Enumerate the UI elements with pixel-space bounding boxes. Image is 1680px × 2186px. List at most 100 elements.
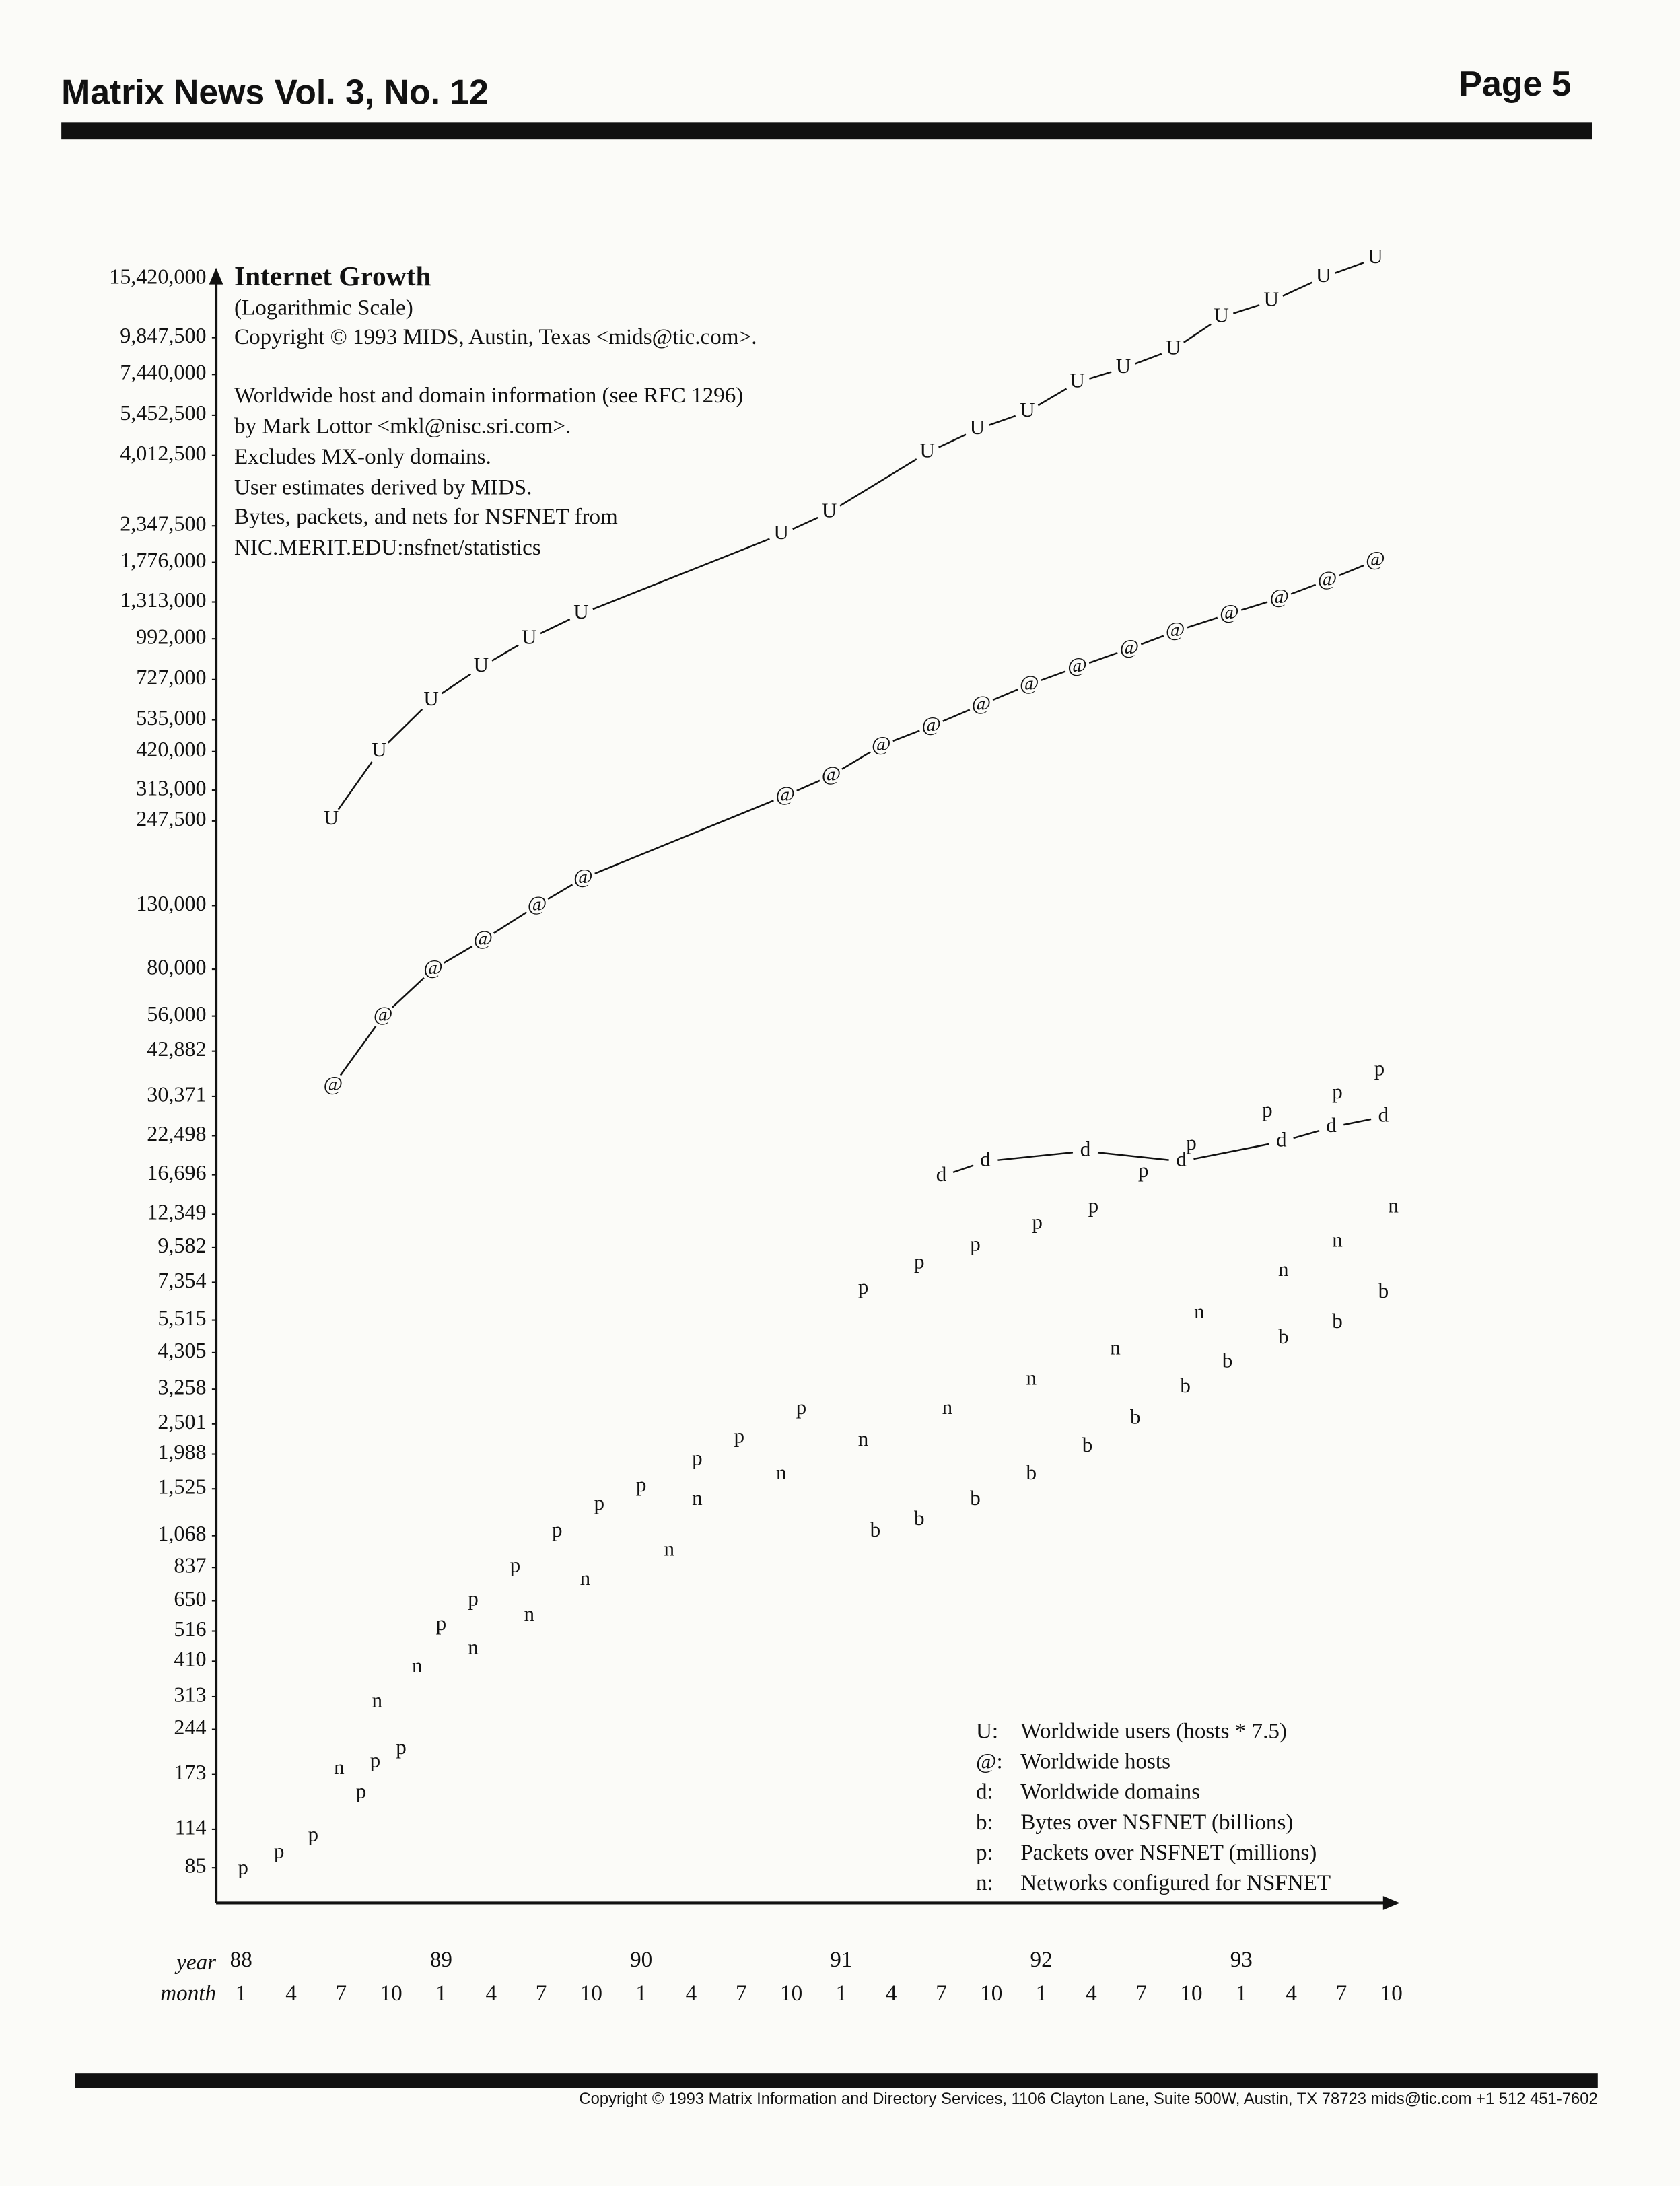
data-point: U xyxy=(324,806,339,829)
series-segment xyxy=(792,516,818,530)
data-point: p xyxy=(692,1446,703,1469)
x-month-tick-label: 1 xyxy=(435,1981,447,2006)
data-point: b xyxy=(870,1518,881,1541)
chart-title: Internet Growth xyxy=(234,260,431,291)
data-point: b xyxy=(1222,1348,1233,1372)
data-point: U xyxy=(773,520,788,544)
x-month-tick-label: 4 xyxy=(1086,1981,1097,2006)
data-point: @ xyxy=(1068,653,1087,676)
data-point: p xyxy=(1262,1098,1273,1121)
y-tick-label: 4,012,500 xyxy=(120,441,206,465)
data-point: d xyxy=(980,1148,991,1171)
y-tick-label: 4,305 xyxy=(158,1338,206,1362)
legend-key: b: xyxy=(976,1810,993,1835)
data-point: d xyxy=(1326,1113,1337,1137)
data-point: b xyxy=(970,1486,981,1510)
data-point: U xyxy=(1166,335,1181,359)
x-month-tick-label: 4 xyxy=(686,1981,697,2006)
x-axis-arrow xyxy=(1382,1896,1400,1910)
y-tick-label: 80,000 xyxy=(147,954,206,979)
data-point: n xyxy=(1194,1300,1205,1323)
series-segment xyxy=(1088,651,1118,664)
data-point: b xyxy=(1026,1460,1037,1484)
series-segment xyxy=(1134,353,1162,365)
data-point: U xyxy=(1368,244,1382,268)
series-segment xyxy=(491,644,519,662)
data-point: p xyxy=(1186,1131,1197,1154)
data-point: p xyxy=(396,1735,407,1759)
data-point: @ xyxy=(1269,584,1289,608)
series-segment xyxy=(1037,388,1068,407)
data-point: p xyxy=(636,1473,647,1496)
y-tick-label: 173 xyxy=(174,1760,206,1784)
y-tick-label: 420,000 xyxy=(136,737,206,761)
series-segment xyxy=(1089,371,1112,380)
series: d d d d d d d xyxy=(936,1102,1389,1186)
data-point: d xyxy=(1276,1127,1287,1151)
chart-note: Worldwide host and domain information (s… xyxy=(234,383,743,408)
series-segment xyxy=(441,673,472,695)
series-segment xyxy=(594,800,774,875)
legend-label: Bytes over NSFNET (billions) xyxy=(1020,1810,1293,1835)
data-point: p xyxy=(1032,1209,1043,1233)
chart-notes: Copyright © 1993 MIDS, Austin, Texas <mi… xyxy=(234,324,757,560)
data-point: n xyxy=(858,1427,869,1450)
series-segment xyxy=(1343,1118,1372,1126)
legend-key: d: xyxy=(976,1779,993,1804)
y-axis-arrow xyxy=(209,267,223,285)
x-month-tick-label: 4 xyxy=(485,1981,497,2006)
data-point: b xyxy=(1180,1374,1191,1397)
data-point: p xyxy=(436,1611,447,1635)
data-point: b xyxy=(914,1506,925,1530)
x-month-tick-label: 1 xyxy=(836,1981,847,2006)
data-point: @ xyxy=(573,864,593,888)
y-tick-label: 16,696 xyxy=(147,1160,206,1185)
data-point: n xyxy=(692,1486,703,1510)
y-tick-label: 3,258 xyxy=(158,1375,206,1399)
y-tick-label: 1,068 xyxy=(158,1521,206,1545)
data-point: @ xyxy=(1318,566,1337,590)
data-point: n xyxy=(776,1460,787,1484)
data-point: U xyxy=(919,439,934,462)
data-point: U xyxy=(1020,398,1035,421)
series-segment xyxy=(1187,616,1218,629)
series-segment xyxy=(942,709,971,722)
data-point: p xyxy=(914,1249,925,1273)
y-tick-label: 313 xyxy=(174,1682,206,1706)
data-point: U xyxy=(474,653,489,676)
y-tick-label: 15,420,000 xyxy=(109,265,206,289)
x-month-tick-label: 1 xyxy=(236,1981,247,2006)
x-month-tick-label: 7 xyxy=(936,1981,947,2006)
chart-note: Copyright © 1993 MIDS, Austin, Texas <mi… xyxy=(234,324,757,349)
y-tick-label: 42,882 xyxy=(147,1036,206,1061)
series-segment xyxy=(339,1026,377,1076)
legend-label: Packets over NSFNET (millions) xyxy=(1020,1840,1317,1865)
y-tick-label: 2,501 xyxy=(158,1409,206,1434)
y-tick-label: 410 xyxy=(174,1647,206,1671)
data-point: U xyxy=(822,498,837,522)
data-point: b xyxy=(1378,1279,1389,1302)
x-month-tick-label: 7 xyxy=(736,1981,747,2006)
data-point: U xyxy=(970,415,985,439)
x-year-tick-label: 91 xyxy=(830,1947,852,1972)
y-tick-label: 9,582 xyxy=(158,1233,206,1257)
x-month-tick-label: 1 xyxy=(635,1981,647,2006)
data-point: p xyxy=(468,1587,479,1611)
page-number: Page 5 xyxy=(1459,64,1572,103)
legend-label: Networks configured for NSFNET xyxy=(1020,1870,1331,1895)
data-point: p xyxy=(1138,1158,1149,1182)
y-tick-label: 85 xyxy=(184,1854,206,1878)
y-tick-label: 992,000 xyxy=(136,625,206,649)
series-segment xyxy=(1338,564,1364,577)
series-segment xyxy=(493,911,528,934)
series-segment xyxy=(1041,670,1066,681)
x-month-tick-label: 7 xyxy=(336,1981,347,2006)
series-segment xyxy=(841,751,871,770)
chart-note: User estimates derived by MIDS. xyxy=(234,475,532,500)
series-segment xyxy=(1240,601,1268,611)
x-month-label: month xyxy=(160,1981,216,2006)
series-segment xyxy=(998,1152,1074,1161)
data-point: p xyxy=(356,1779,367,1803)
x-month-tick-label: 10 xyxy=(1380,1981,1403,2006)
